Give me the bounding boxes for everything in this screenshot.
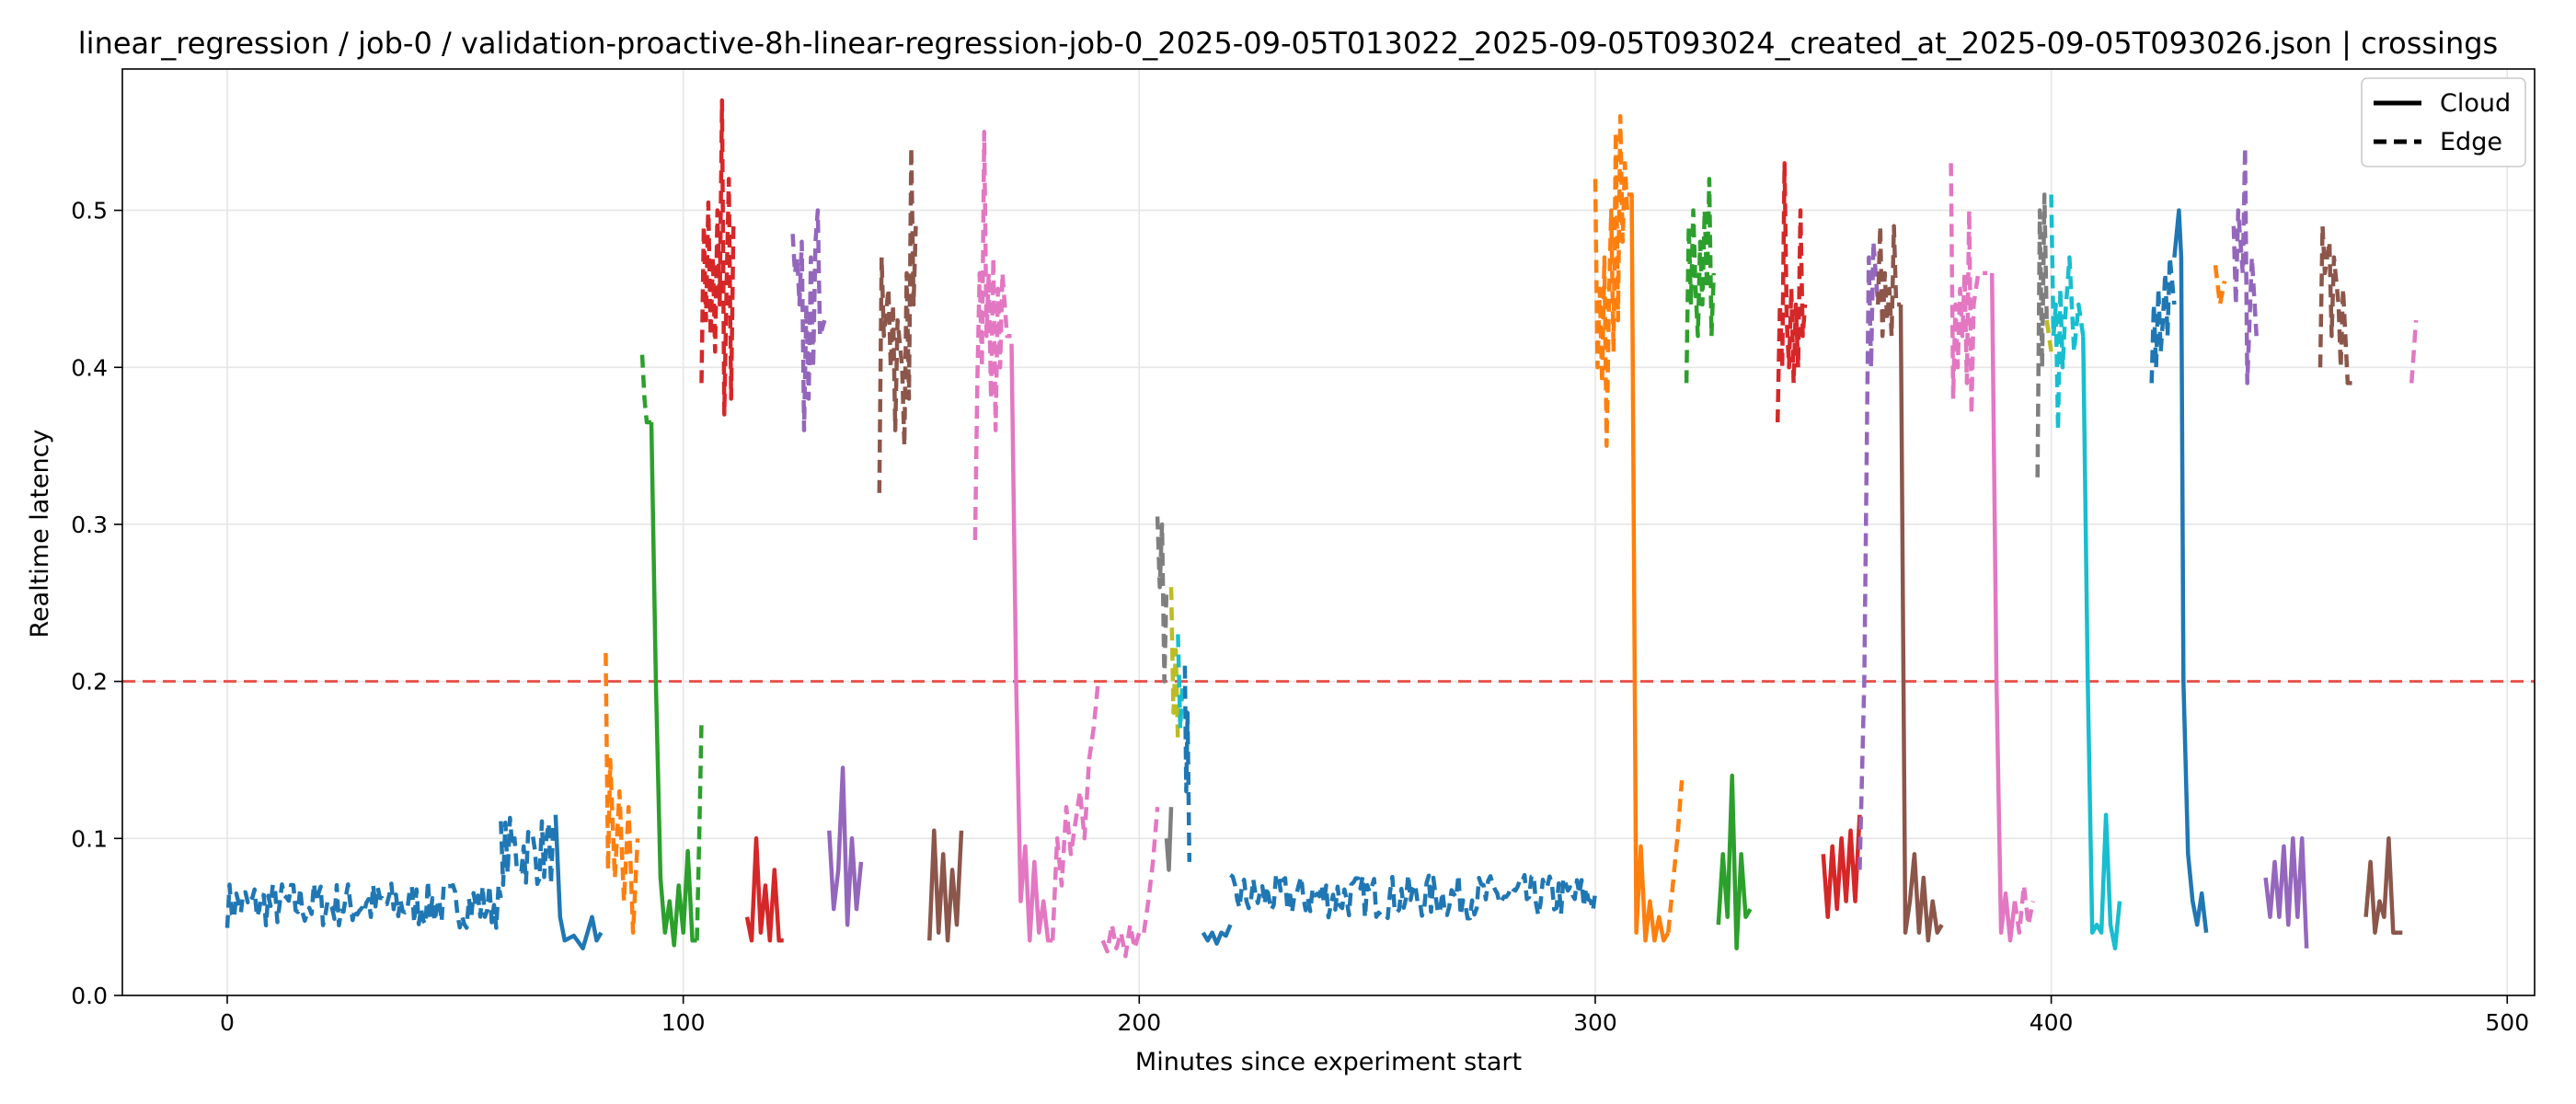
series-line-edge-24: [1229, 872, 1598, 921]
series-line-cloud-5: [649, 421, 697, 948]
y-tick-label: 0.1: [71, 825, 108, 852]
series-line-edge-45: [2231, 145, 2259, 385]
series-line-edge-33: [1876, 224, 1901, 339]
series-line-edge-37: [2012, 883, 2036, 935]
x-tick-label: 0: [220, 1009, 235, 1036]
y-tick-label: 0.4: [71, 354, 108, 381]
series-line-edge-4: [639, 354, 651, 425]
series-line-cloud-36: [1989, 272, 2018, 943]
series-line-edge-7: [699, 98, 736, 417]
series-line-edge-32: [1857, 239, 1880, 870]
legend-box: [2361, 77, 2526, 167]
series-line-edge-20: [1168, 587, 1180, 744]
series-line-edge-15: [1050, 681, 1100, 941]
series-line-edge-40: [2049, 194, 2086, 432]
series-line-cloud-8: [744, 836, 784, 943]
y-tick-label: 0.5: [71, 198, 108, 224]
series-line-cloud-31: [1821, 814, 1862, 919]
series-line-cloud-19: [1164, 807, 1174, 872]
x-tick-label: 100: [661, 1009, 706, 1036]
legend-cloud-label: Cloud: [2440, 89, 2511, 118]
x-tick-label: 300: [1573, 1009, 1617, 1036]
series-line-edge-47: [2317, 224, 2352, 385]
series-line-edge-28: [1684, 177, 1717, 384]
series-layer: [224, 98, 2419, 959]
tick-layer: 0 100 200 300 400 500 0.0 0.1 0.2 0.3 0.4 0.5: [71, 198, 2529, 1036]
series-line-edge-38: [2035, 192, 2049, 477]
series-line-edge-6: [695, 721, 704, 941]
series-line-edge-11: [877, 145, 918, 493]
y-axis-label: Realtime latency: [26, 429, 54, 638]
series-line-cloud-41: [2081, 336, 2122, 951]
plot-frame: [121, 68, 2536, 996]
series-line-edge-27: [1666, 780, 1685, 933]
series-line-cloud-46: [2263, 836, 2309, 949]
series-line-edge-3: [604, 652, 640, 935]
series-line-edge-25: [1593, 113, 1629, 448]
series-line-edge-1: [499, 815, 558, 888]
series-line-edge-42: [2149, 255, 2177, 384]
series-line-edge-21: [1176, 634, 1185, 731]
series-line-edge-16: [1100, 922, 1142, 959]
y-tick-label: 0.3: [71, 512, 108, 538]
series-line-edge-9: [790, 208, 827, 432]
legend: Cloud Edge: [2361, 77, 2526, 167]
series-line-cloud-12: [927, 828, 964, 943]
series-line-cloud-48: [2363, 836, 2403, 935]
series-line-cloud-23: [1201, 924, 1233, 946]
series-line-edge-30: [1775, 161, 1808, 423]
x-tick-label: 200: [1117, 1009, 1161, 1036]
series-line-edge-35: [1949, 163, 1988, 417]
series-line-cloud-34: [1898, 304, 1944, 943]
series-line-cloud-29: [1716, 773, 1753, 951]
series-line-cloud-2: [553, 814, 604, 951]
chart-title: linear_regression / job-0 / validation-p…: [78, 26, 2498, 61]
series-line-cloud-26: [1627, 192, 1671, 943]
series-line-cloud-43: [2172, 208, 2209, 933]
series-line-edge-22: [1182, 665, 1192, 862]
series-line-edge-49: [2409, 319, 2419, 384]
series-line-edge-17: [1142, 807, 1160, 934]
series-line-edge-13: [972, 130, 1012, 541]
x-tick-label: 400: [2030, 1009, 2074, 1036]
y-tick-label: 0.0: [71, 983, 108, 1009]
series-line-cloud-14: [1009, 343, 1053, 943]
legend-edge-label: Edge: [2440, 128, 2502, 156]
series-line-cloud-10: [827, 765, 864, 927]
series-line-edge-18: [1155, 516, 1169, 684]
series-line-edge-39: [2044, 319, 2053, 352]
x-tick-label: 500: [2485, 1009, 2529, 1036]
series-line-edge-0: [224, 879, 503, 930]
y-tick-label: 0.2: [71, 669, 108, 696]
x-axis-label: Minutes since experiment start: [1135, 1048, 1522, 1076]
